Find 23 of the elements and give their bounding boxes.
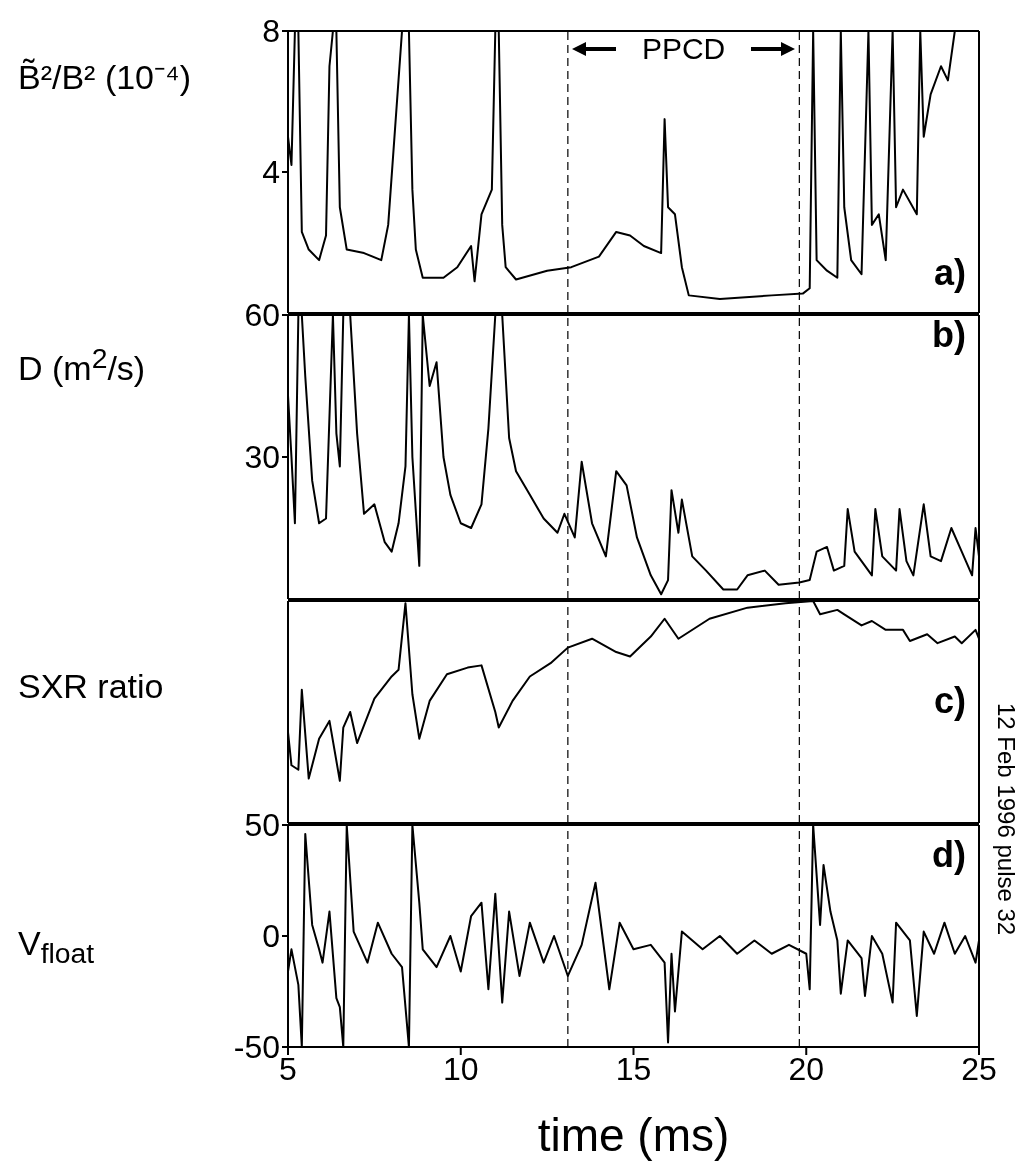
y-tick-label: 4 [262,154,280,191]
y-axis-title: D (m$^{2}$/s) [18,342,146,389]
y-tick-label: 50 [244,807,280,844]
x-tick-label: 10 [442,1050,479,1087]
annotation: PPCD [641,32,726,66]
annotation: b) [932,314,966,356]
y-axis-title: V$_{float}$ [18,923,95,970]
annotation: c) [933,680,966,722]
y-tick-label: 0 [262,918,280,955]
x-tick-label: 15 [615,1050,652,1087]
annotation: d) [932,834,966,876]
y-tick-label: -50 [233,1029,280,1066]
x-axis-title: time (ms) [537,1109,730,1161]
y-axis-title: SXR ratio [18,666,164,706]
y-tick-label: 60 [244,297,280,334]
x-tick-label: 25 [961,1050,997,1087]
x-tick-label: 20 [788,1050,825,1087]
y-tick-label: 30 [244,439,280,476]
y-axis-title: B̃²/B² (10⁻⁴) [18,56,191,98]
x-tick-label: 5 [279,1050,297,1087]
y-tick-label: 8 [262,13,280,50]
annotation: a) [933,252,966,295]
text: 12 Feb 1996 pulse 32 [992,701,1020,938]
